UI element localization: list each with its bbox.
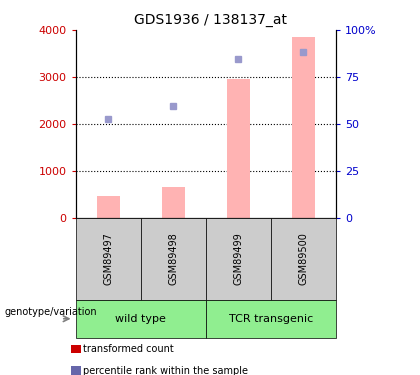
Text: TCR transgenic: TCR transgenic <box>229 314 313 324</box>
Bar <box>292 37 315 218</box>
Text: GDS1936 / 138137_at: GDS1936 / 138137_at <box>134 13 286 27</box>
Text: wild type: wild type <box>115 314 166 324</box>
Bar <box>227 79 250 218</box>
Text: GSM89499: GSM89499 <box>234 232 243 285</box>
Text: genotype/variation: genotype/variation <box>4 307 97 317</box>
Text: transformed count: transformed count <box>83 344 174 354</box>
Bar <box>97 196 120 217</box>
Text: percentile rank within the sample: percentile rank within the sample <box>83 366 248 375</box>
Text: GSM89500: GSM89500 <box>299 232 308 285</box>
Text: GSM89498: GSM89498 <box>168 232 178 285</box>
Text: GSM89497: GSM89497 <box>103 232 113 285</box>
Bar <box>162 187 185 218</box>
